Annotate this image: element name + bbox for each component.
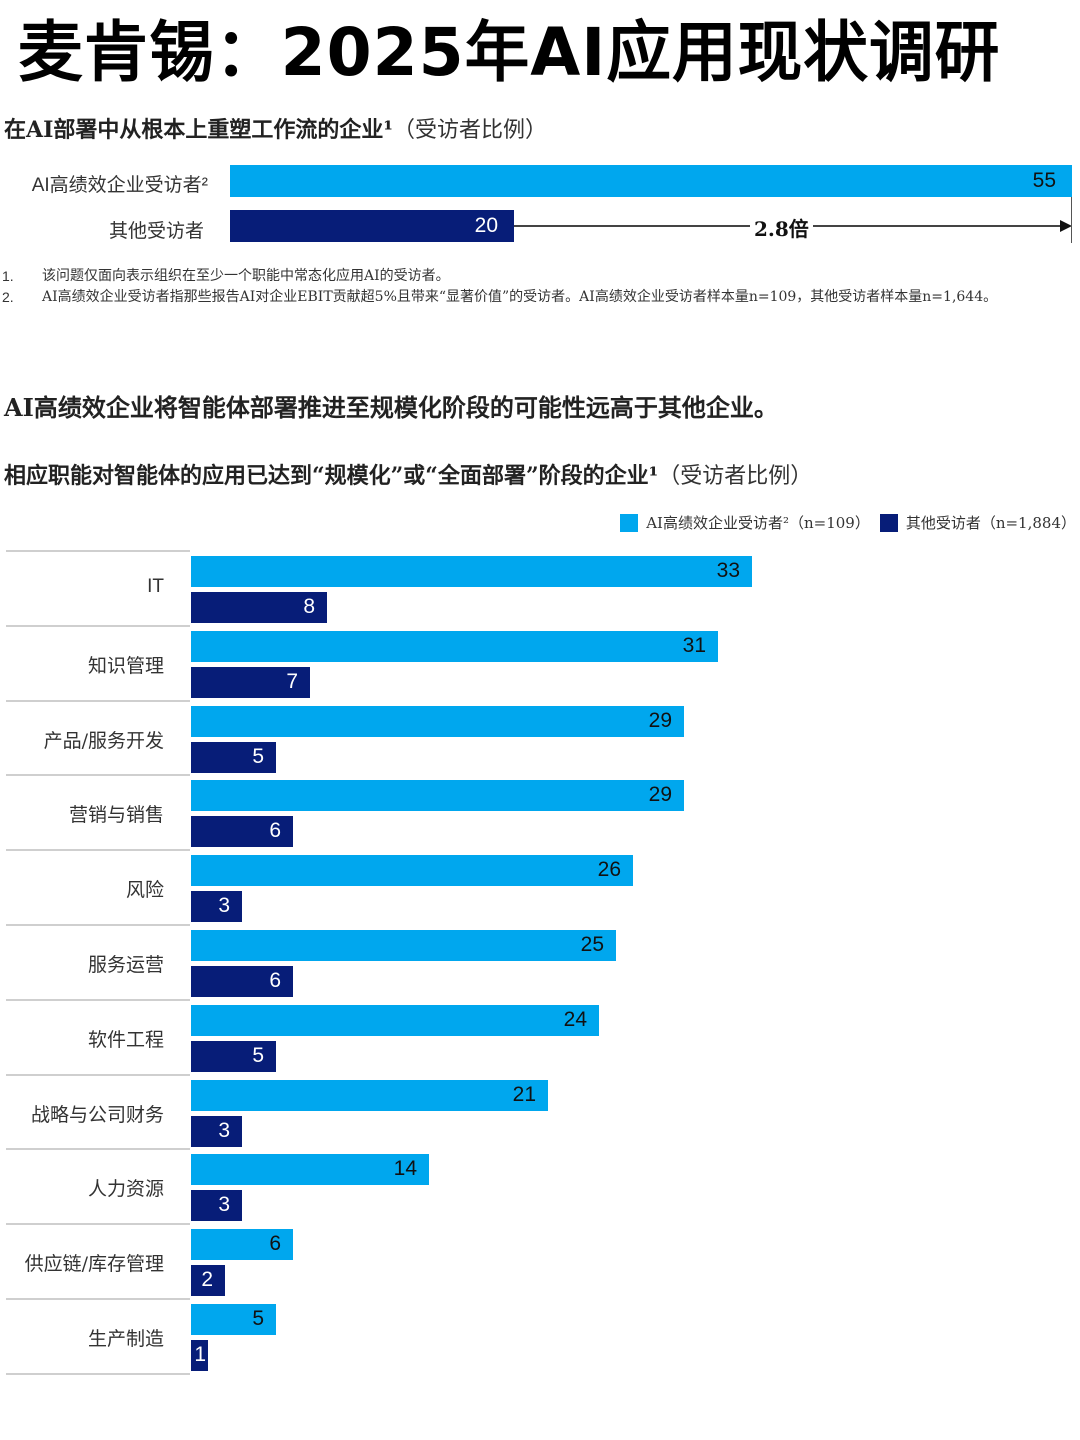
category-label: 营销与销售	[68, 804, 164, 827]
bar-high-performer: 29	[191, 705, 684, 737]
section2-title-suffix: （受访者比例）	[658, 464, 813, 489]
bar-value: 29	[648, 783, 672, 807]
bar-other: 2	[191, 1265, 225, 1297]
bar-value: 3	[218, 1193, 230, 1217]
footnote-2: 2. AI高绩效企业受访者指那些报告AI对企业EBIT贡献超5%且带来“显著价值…	[2, 287, 1080, 308]
legend-label-high: AI高绩效企业受访者²（n=109）	[646, 514, 870, 532]
category-label: 人力资源	[87, 1178, 164, 1201]
bar-value: 21	[512, 1082, 536, 1106]
row-divider	[6, 1372, 190, 1375]
bar-high-performer: 21	[191, 1079, 548, 1111]
bar-high-performer: 31	[191, 630, 718, 662]
function-bar-chart: IT 33 8 知识管理 31 7 产品/服务开发 29 5 营销与销售 29 6 风险 26 3 服务运营 2…	[0, 548, 1080, 1388]
category-label: 风险	[125, 879, 164, 902]
row-divider	[6, 924, 190, 926]
legend-swatch-other	[879, 513, 898, 532]
bar-high-performer: 6	[191, 1229, 293, 1261]
bar-value: 8	[303, 595, 315, 618]
bar-value: 6	[269, 1232, 281, 1256]
bar-value: 5	[252, 1043, 264, 1067]
category-label: 知识管理	[87, 654, 164, 677]
bar-other: 3	[191, 1115, 242, 1147]
bar-other: 3	[191, 1190, 242, 1222]
bar-value: 33	[716, 559, 740, 582]
footnote-text: AI高绩效企业受访者指那些报告AI对企业EBIT贡献超5%且带来“显著价值”的受…	[42, 289, 998, 305]
category-label: 供应链/库存管理	[24, 1253, 164, 1276]
bar-value: 3	[218, 894, 230, 918]
legend-label-other: 其他受访者（n=1,884）	[905, 514, 1076, 532]
row-divider	[6, 998, 190, 1001]
bar-other: 3	[191, 891, 242, 923]
row-divider	[6, 1223, 190, 1226]
bar-high-performer: 24	[191, 1004, 599, 1036]
ratio-end-tick	[1071, 197, 1072, 243]
bar-high-performer: 5	[191, 1304, 276, 1335]
row-divider	[6, 1148, 190, 1151]
section1-title-main: 在AI部署中从根本上重塑工作流的企业¹	[4, 117, 393, 143]
legend-item-high: AI高绩效企业受访者²（n=109）	[620, 512, 870, 533]
category-label: 服务运营	[87, 954, 164, 976]
section1-label-high: AI高绩效企业受访者²	[31, 175, 208, 196]
row-divider	[6, 849, 190, 852]
bar-value: 6	[269, 969, 281, 992]
bar-value: 24	[563, 1007, 587, 1031]
bar-value: 29	[648, 708, 672, 732]
bar-value: 7	[286, 669, 298, 693]
bar-other: 6	[191, 966, 293, 997]
section1-bar-high: 55	[230, 165, 1072, 197]
bar-other: 8	[191, 592, 327, 623]
category-label: 生产制造	[87, 1328, 164, 1350]
bar-high-performer: 29	[191, 780, 684, 812]
row-divider	[6, 1073, 190, 1076]
bar-high-performer: 25	[191, 930, 616, 961]
footnotes: 1. 该问题仅面向表示组织在至少一个职能中常态化应用AI的受访者。 2. AI高…	[2, 266, 1080, 308]
chart-legend: AI高绩效企业受访者²（n=109） 其他受访者（n=1,884）	[610, 512, 1076, 533]
bar-other: 6	[191, 816, 293, 848]
section2-title-main: 相应职能对智能体的应用已达到“规模化”或“全面部署”阶段的企业¹	[4, 463, 659, 489]
bar-high-performer: 26	[191, 855, 633, 887]
ratio-label: 2.8倍	[750, 213, 813, 242]
section1-title: 在AI部署中从根本上重塑工作流的企业¹（受访者比例）	[4, 112, 547, 144]
bar-value: 5	[252, 744, 264, 768]
bar-value: 14	[393, 1157, 417, 1181]
legend-swatch-high	[620, 513, 639, 532]
arrow-right-icon	[1060, 220, 1072, 232]
section2-title: 相应职能对智能体的应用已达到“规模化”或“全面部署”阶段的企业¹（受访者比例）	[4, 458, 812, 490]
footnote-1: 1. 该问题仅面向表示组织在至少一个职能中常态化应用AI的受访者。	[2, 266, 1080, 287]
section2-headline: AI高绩效企业将智能体部署推进至规模化阶段的可能性远高于其他企业。	[4, 393, 778, 422]
bar-value: 26	[597, 858, 621, 882]
row-divider	[6, 1298, 190, 1300]
row-divider	[6, 624, 190, 627]
footnote-number: 1.	[2, 268, 14, 284]
bar-value: 31	[682, 633, 706, 657]
footnote-text: 该问题仅面向表示组织在至少一个职能中常态化应用AI的受访者。	[42, 268, 450, 284]
footnote-number: 2.	[2, 289, 14, 305]
category-label: 战略与公司财务	[30, 1103, 164, 1126]
bar-value: 1	[194, 1343, 206, 1366]
legend-item-other: 其他受访者（n=1,884）	[879, 512, 1076, 533]
section1-label-other: 其他受访者	[108, 220, 204, 242]
bar-value: 25	[580, 933, 604, 956]
section1-title-suffix: （受访者比例）	[393, 118, 548, 143]
category-label: IT	[147, 576, 164, 597]
bar-value: 3	[218, 1118, 230, 1142]
bar-other: 1	[191, 1340, 208, 1371]
bar-high-performer: 14	[191, 1154, 429, 1186]
page-title: 麦肯锡：2025年AI应用现状调研	[18, 14, 1001, 91]
section1-bar-other: 20	[230, 210, 514, 242]
bar-other: 7	[191, 666, 310, 698]
category-label: 软件工程	[87, 1028, 164, 1051]
bar-value: 5	[252, 1307, 264, 1330]
bar-other: 5	[191, 741, 276, 773]
row-divider	[6, 774, 190, 777]
bar-value: 2	[201, 1268, 213, 1292]
bar-other: 5	[191, 1040, 276, 1072]
row-divider	[6, 699, 190, 702]
bar-high-performer: 33	[191, 556, 752, 587]
section1-value-other: 20	[474, 214, 498, 237]
section1-value-high: 55	[1032, 169, 1056, 192]
row-divider	[6, 550, 190, 552]
category-label: 产品/服务开发	[43, 729, 164, 752]
bar-value: 6	[269, 819, 281, 843]
